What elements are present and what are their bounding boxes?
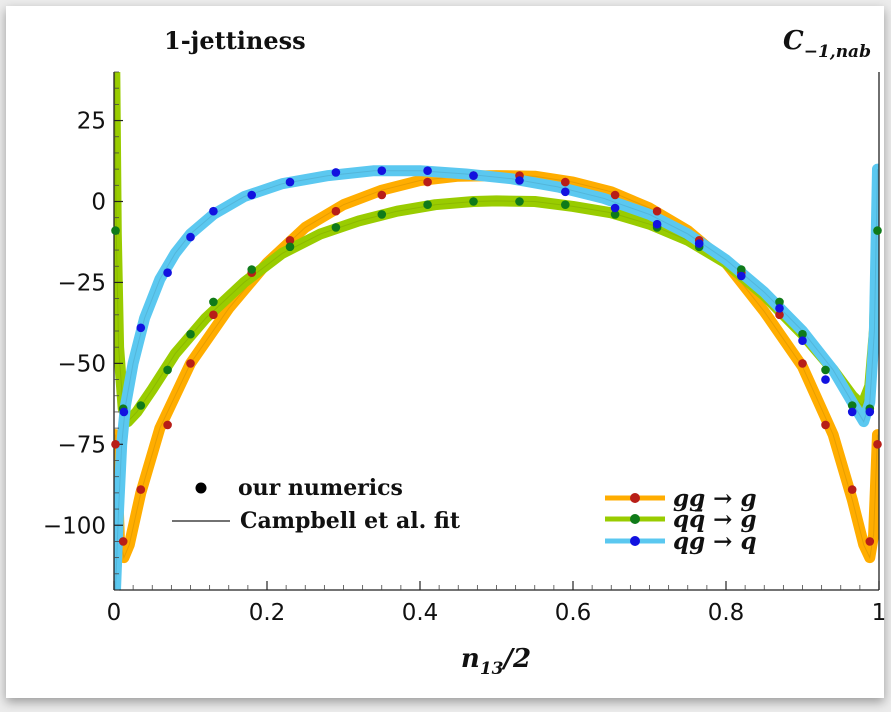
data-point-series-0 [821, 420, 830, 430]
data-point-series-2 [865, 407, 875, 417]
data-point-series-0 [285, 236, 295, 245]
data-point-series-2 [163, 268, 172, 278]
data-point-series-1 [873, 226, 882, 235]
data-point-series-1 [163, 365, 172, 375]
data-point-series-2 [694, 239, 704, 248]
data-point-series-0 [377, 190, 387, 200]
legend-label-qqbar: qq̄ → g [673, 506, 757, 533]
data-point-series-2 [652, 219, 662, 229]
data-point-series-1 [469, 197, 478, 206]
data-point-series-1 [209, 297, 218, 307]
data-point-series-2 [331, 168, 341, 177]
data-point-series-0 [561, 177, 570, 187]
data-point-series-2 [469, 171, 478, 180]
data-point-series-1 [610, 210, 620, 219]
legend-label-fit: Campbell et al. fit [240, 508, 461, 534]
y-tick-label: −25 [57, 270, 106, 296]
x-tick-label: 0.4 [402, 600, 439, 626]
fit-curves [114, 72, 879, 590]
data-point-series-0 [163, 420, 172, 430]
legend-left: our numerics Campbell et al. fit [172, 475, 461, 534]
data-point-series-1 [561, 200, 570, 209]
data-point-series-2 [847, 407, 857, 417]
fit-band-1 [114, 72, 879, 428]
data-point-series-2 [209, 206, 218, 216]
x-tick-label: 1 [872, 600, 887, 626]
data-point-series-1 [798, 329, 807, 339]
data-point-series-1 [247, 265, 256, 274]
data-point-series-1 [186, 329, 195, 339]
data-point-series-2 [377, 166, 387, 175]
data-point-series-2 [136, 323, 146, 333]
legend-right: gg → g [605, 485, 757, 555]
fit-line-2 [115, 169, 878, 590]
chart-frame [6, 6, 884, 698]
data-point-series-1 [775, 297, 784, 307]
data-point-series-2 [247, 190, 256, 200]
data-point-series-0 [775, 310, 784, 320]
data-point-series-2 [610, 203, 620, 213]
y-tick-label: 0 [91, 190, 106, 216]
data-point-series-0 [209, 310, 218, 320]
data-point-series-1 [136, 401, 146, 410]
data-point-series-2 [561, 187, 570, 197]
data-point-series-1 [331, 223, 341, 232]
x-tick-label: 0.8 [708, 600, 745, 626]
data-point-series-2 [515, 176, 524, 185]
data-point-series-0 [331, 206, 341, 216]
data-point-series-2 [821, 375, 830, 384]
fit-line-1 [114, 72, 878, 423]
data-point-series-2 [119, 407, 129, 417]
legend-label-gg: gg → g [673, 485, 757, 512]
legend-label-qg: qg → q [673, 528, 757, 555]
data-point-series-0 [136, 485, 146, 494]
axes: 25 0 −25 −50 −75 −100 0 0.2 0.4 0.6 0.8 1 [43, 71, 887, 626]
fit-line-0 [115, 175, 878, 560]
data-point-series-0 [865, 537, 875, 546]
x-tick-label: 0.6 [555, 600, 592, 626]
data-point-series-2 [423, 166, 432, 175]
chart-title: 1-jettiness [164, 26, 306, 55]
data-point-series-1 [285, 242, 295, 252]
data-point-series-1 [737, 265, 746, 274]
fit-band-2 [114, 163, 879, 590]
data-point-series-2 [285, 177, 295, 187]
x-tick-label: 0.2 [249, 600, 286, 626]
data-point-series-0 [610, 190, 620, 200]
x-axis-label: n13/2 [461, 644, 531, 679]
legend-gg-dot [630, 493, 640, 503]
legend-qqbar-dot [630, 514, 640, 524]
data-point-series-1 [821, 365, 830, 375]
data-point-series-2 [186, 232, 195, 242]
data-point-series-2 [737, 271, 746, 281]
data-point-series-0 [873, 440, 882, 449]
data-point-series-0 [798, 359, 807, 368]
data-point-series-0 [186, 359, 195, 368]
data-point-series-0 [847, 485, 857, 494]
data-point-series-1 [377, 210, 387, 219]
legend-label-numerics: our numerics [238, 475, 403, 501]
data-point-series-0 [423, 177, 432, 187]
legend-dot-marker [195, 482, 207, 494]
y-tick-label: 25 [77, 109, 106, 135]
data-point-series-1 [847, 401, 857, 410]
fit-band-0 [114, 170, 879, 564]
chart-title-right: C−1,nab [783, 26, 871, 62]
data-points [111, 166, 882, 546]
data-point-series-1 [423, 200, 432, 209]
data-point-series-2 [775, 304, 784, 313]
y-tick-label: −50 [57, 351, 106, 377]
data-point-series-2 [798, 336, 807, 346]
data-point-series-1 [515, 197, 524, 206]
y-tick-label: −75 [57, 432, 106, 458]
x-tick-label: 0 [107, 600, 122, 626]
data-point-series-0 [118, 537, 128, 546]
data-point-series-0 [111, 440, 120, 449]
legend-qg-dot [630, 536, 640, 546]
y-tick-label: −100 [43, 513, 106, 539]
data-point-series-1 [111, 226, 120, 235]
data-point-series-0 [652, 206, 662, 216]
